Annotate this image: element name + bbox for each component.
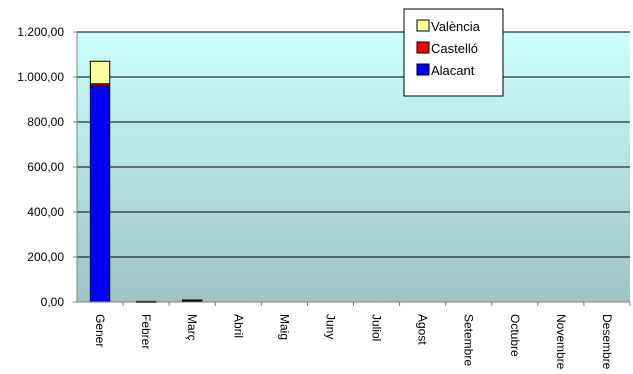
legend-swatch [416,63,430,76]
x-tick-label: Desembre [600,314,614,370]
x-tick-label: Juliol [370,314,384,341]
y-tick-label: 1.000,00 [17,70,64,84]
y-tick-label: 1.200,00 [17,25,64,39]
x-tick-label: Setembre [462,314,476,366]
y-tick-label: 800,00 [27,115,64,129]
bar-segment [182,299,203,302]
legend-label: Castelló [431,41,478,56]
y-tick-labels: 0,00 200,00 400,00 600,00 800,00 1.000,00 1.20… [17,25,77,309]
x-tick-label: Maig [277,314,291,340]
bar-segment [89,60,111,85]
bars [89,60,203,303]
x-tick-label: Febrer [139,314,153,349]
x-tick-label: Gener [93,314,107,347]
x-tick-label: Agost [416,314,430,345]
x-tick-labels: Gener Febrer Març Abril Maig Juny Juliol Agost S… [93,302,631,370]
bar-segment [89,85,111,303]
legend-label: València [431,19,481,34]
y-tick-label: 600,00 [27,160,64,174]
y-tick-label: 0,00 [41,295,65,309]
y-tick-label: 200,00 [27,250,64,264]
gridlines [77,31,630,258]
x-tick-label: Març [185,314,199,341]
legend-label: Alacant [431,63,475,78]
y-tick-label: 400,00 [27,205,64,219]
x-tick-label: Novembre [554,314,568,370]
x-tick-label: Juny [323,314,337,339]
x-tick-label: Abril [231,314,245,338]
legend-swatch [416,19,430,32]
legend-swatch [416,41,430,54]
legend: València Castelló Alacant [403,8,504,97]
x-tick-label: Octubre [508,314,522,357]
